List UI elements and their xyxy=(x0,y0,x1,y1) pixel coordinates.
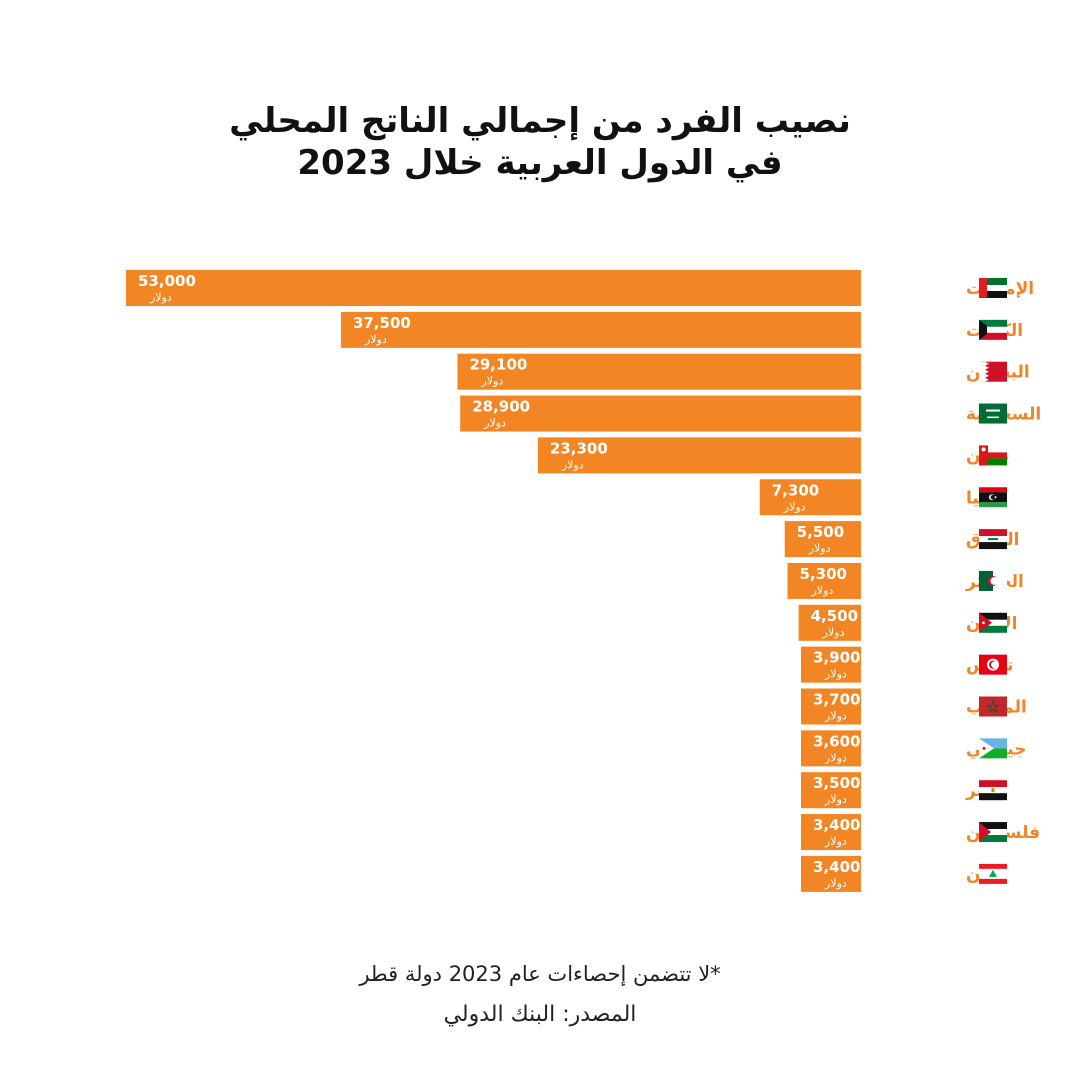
unit-label: دولار xyxy=(822,626,845,639)
value-label: 3,400 xyxy=(813,816,860,834)
unit-label: دولار xyxy=(783,500,806,513)
lebanon-flag-icon xyxy=(979,863,1007,884)
bar xyxy=(798,604,861,641)
unit-label: دولار xyxy=(811,584,834,597)
value-label: 7,300 xyxy=(772,481,819,499)
bar xyxy=(759,479,861,516)
bar xyxy=(801,772,861,809)
footnote: *لا تتضمن إحصاءات عام 2023 دولة قطر xyxy=(359,962,721,986)
algeria-flag-icon xyxy=(979,570,1007,591)
unit-label: دولار xyxy=(808,542,831,555)
value-label: 29,100 xyxy=(469,356,527,374)
unit-label: دولار xyxy=(824,668,847,681)
unit-label: دولار xyxy=(824,751,847,764)
bar xyxy=(801,688,861,725)
bar xyxy=(126,270,861,306)
morocco-flag-icon xyxy=(979,696,1007,717)
bar xyxy=(801,814,861,851)
iraq-flag-icon xyxy=(979,529,1007,550)
bar xyxy=(801,855,861,892)
value-label: 5,500 xyxy=(797,523,844,541)
value-label: 5,300 xyxy=(800,565,847,583)
unit-label: دولار xyxy=(824,835,847,848)
unit-label: دولار xyxy=(149,291,172,304)
value-label: 23,300 xyxy=(550,439,608,457)
value-label: 3,600 xyxy=(813,732,860,750)
value-label: 37,500 xyxy=(353,314,411,332)
bar xyxy=(801,730,861,767)
bar xyxy=(537,437,861,474)
unit-label: دولار xyxy=(824,877,847,890)
saudi-flag-icon xyxy=(979,403,1007,424)
bar xyxy=(460,395,861,432)
value-label: 3,400 xyxy=(813,858,860,876)
unit-label: دولار xyxy=(824,710,847,723)
value-label: 3,700 xyxy=(813,691,860,709)
egypt-flag-icon xyxy=(979,780,1007,801)
value-label: 28,900 xyxy=(472,398,530,416)
value-label: 3,900 xyxy=(813,649,860,667)
kuwait-flag-icon xyxy=(979,319,1007,340)
bar xyxy=(784,521,861,558)
bar xyxy=(457,353,861,390)
palestine-flag-icon xyxy=(979,822,1007,843)
bar xyxy=(787,562,861,599)
libya-flag-icon xyxy=(979,487,1007,508)
jordan-flag-icon xyxy=(979,612,1007,633)
unit-label: دولار xyxy=(561,458,584,471)
value-label: 3,500 xyxy=(813,774,860,792)
bahrain-flag-icon xyxy=(979,361,1007,382)
bar xyxy=(801,646,861,683)
oman-flag-icon xyxy=(979,445,1007,466)
uae-flag-icon xyxy=(979,278,1007,298)
title-line-2: في الدول العربية خلال 2023 xyxy=(297,143,783,183)
unit-label: دولار xyxy=(364,333,387,346)
unit-label: دولار xyxy=(483,417,506,430)
unit-label: دولار xyxy=(480,375,503,388)
value-label: 53,000 xyxy=(138,272,196,290)
djibouti-flag-icon xyxy=(979,738,1007,759)
chart-title: نصيب الفرد من إجمالي الناتج المحلي في ال… xyxy=(0,100,1080,184)
bar xyxy=(340,311,861,348)
source-note: المصدر: البنك الدولي xyxy=(443,1002,637,1027)
tunisia-flag-icon xyxy=(979,654,1007,675)
value-label: 4,500 xyxy=(811,607,858,625)
title-line-1: نصيب الفرد من إجمالي الناتج المحلي xyxy=(229,101,851,141)
unit-label: دولار xyxy=(824,793,847,806)
